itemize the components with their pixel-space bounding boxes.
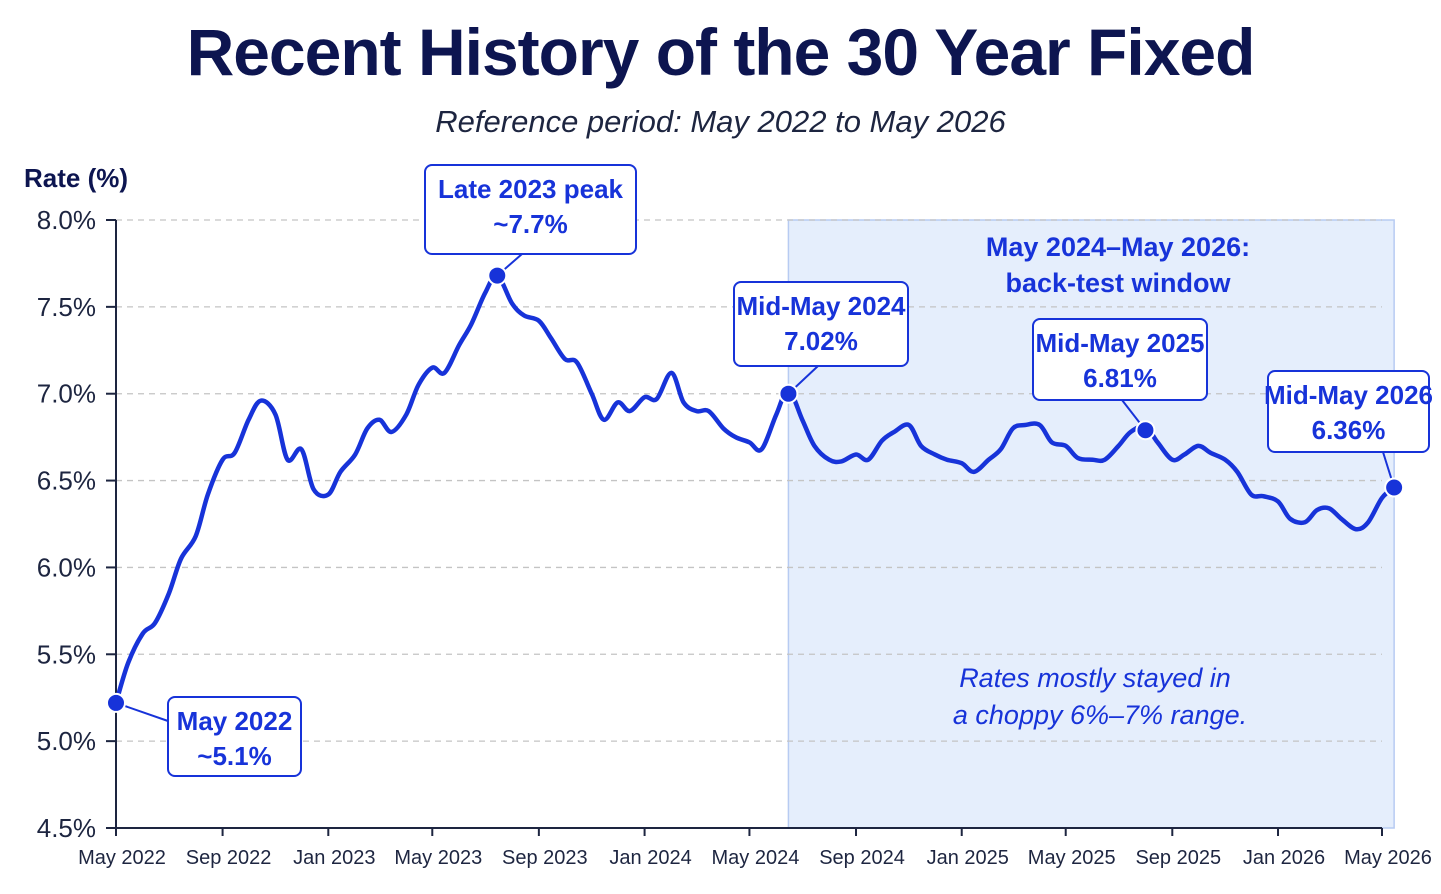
callout: Mid-May 2024 7.02%	[733, 281, 909, 404]
x-tick-label: Sep 2023	[502, 847, 588, 869]
callout: May 2022 ~5.1%	[106, 692, 302, 777]
x-tick-label: May 2025	[1028, 847, 1116, 869]
x-tick-label: May 2022	[78, 847, 166, 869]
y-tick-label: 5.0%	[37, 726, 96, 756]
window-label-line2: back-test window	[1005, 268, 1231, 298]
callout: Late 2023 peak ~7.7%	[424, 164, 637, 286]
callout-box	[424, 164, 637, 255]
y-tick-label: 6.0%	[37, 552, 96, 582]
callout-label: May 2022	[177, 706, 293, 736]
callout-box	[167, 696, 302, 777]
y-tick-label: 6.5%	[37, 466, 96, 496]
callout-box	[733, 281, 909, 367]
x-tick-label: May 2026	[1344, 847, 1432, 869]
x-tick-label: May 2023	[394, 847, 482, 869]
callout: Mid-May 2026 6.36%	[1264, 370, 1433, 498]
callout-value: 6.81%	[1083, 363, 1157, 393]
chart-subtitle: Reference period: May 2022 to May 2026	[435, 104, 1006, 139]
callout-label: Late 2023 peak	[438, 174, 624, 204]
range-note-line1: Rates mostly stayed in	[959, 663, 1231, 693]
callout-box	[1032, 318, 1208, 401]
chart-title: Recent History of the 30 Year Fixed	[186, 15, 1256, 89]
callout-label: Mid-May 2026	[1264, 380, 1433, 410]
x-tick-label: Sep 2025	[1135, 847, 1221, 869]
rate-series-line	[113, 273, 1397, 706]
y-tick-label: 5.5%	[37, 639, 96, 669]
data-point-marker	[1135, 420, 1156, 441]
callout-value: ~5.1%	[197, 741, 271, 771]
x-tick-label: Jan 2024	[609, 847, 691, 869]
callout-label: Mid-May 2025	[1035, 328, 1204, 358]
data-point-marker	[487, 265, 508, 286]
y-tick-label: 8.0%	[37, 205, 96, 235]
data-point-marker	[1384, 477, 1405, 498]
callout-value: ~7.7%	[493, 209, 567, 239]
data-point-marker	[778, 383, 799, 404]
x-tick-label: Jan 2026	[1243, 847, 1325, 869]
window-label-line1: May 2024–May 2026:	[986, 232, 1250, 262]
range-note-line2: a choppy 6%–7% range.	[953, 700, 1247, 730]
x-tick-label: Sep 2024	[819, 847, 905, 869]
x-tick-label: May 2024	[712, 847, 800, 869]
callout: Mid-May 2025 6.81%	[1032, 318, 1208, 441]
x-tick-label: Jan 2023	[293, 847, 375, 869]
callout-value: 7.02%	[784, 326, 858, 356]
x-tick-label: Jan 2025	[927, 847, 1009, 869]
callout-label: Mid-May 2024	[736, 291, 906, 321]
callout-value: 6.36%	[1312, 415, 1386, 445]
y-tick-label: 7.0%	[37, 379, 96, 409]
data-point-marker	[106, 692, 126, 713]
callout-box	[1267, 370, 1430, 453]
x-tick-label: Sep 2022	[186, 847, 272, 869]
y-tick-label: 7.5%	[37, 292, 96, 322]
y-axis-label: Rate (%)	[24, 163, 128, 193]
y-tick-label: 4.5%	[37, 813, 96, 843]
